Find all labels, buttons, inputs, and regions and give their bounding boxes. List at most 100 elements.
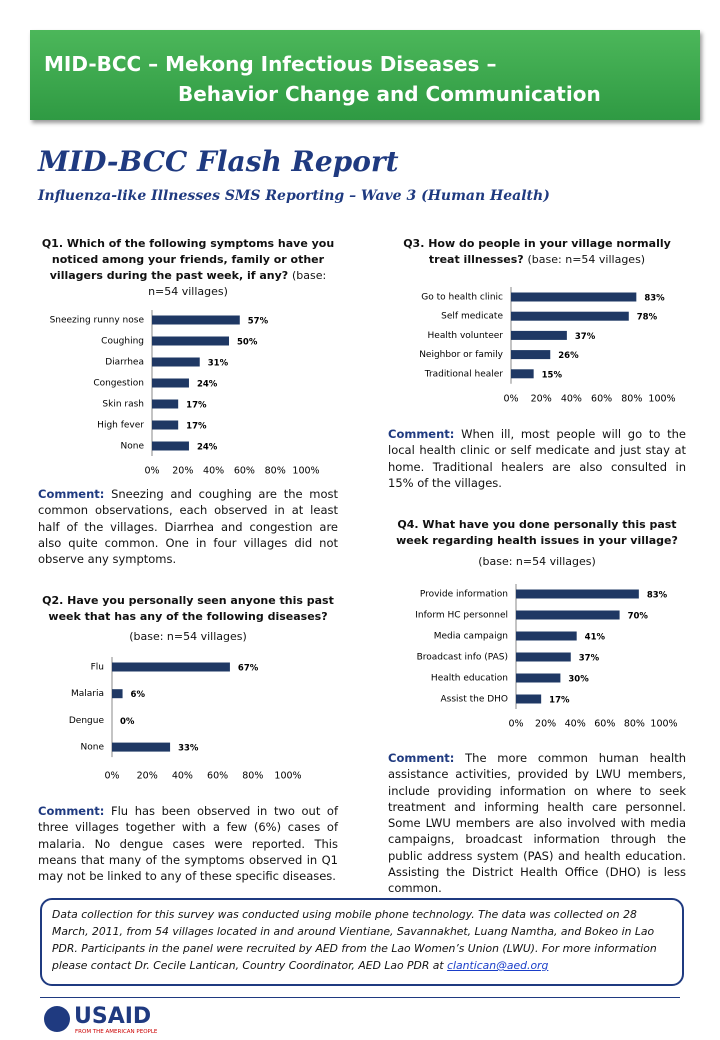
category-label: None (81, 743, 105, 753)
value-label: 83% (647, 591, 668, 601)
header-title: Behavior Change and Communication (178, 82, 601, 106)
comment-label: Comment: (388, 427, 455, 441)
email-link[interactable]: clantican@aed.org (447, 959, 549, 972)
category-label: Coughing (101, 337, 144, 347)
bar (152, 399, 179, 409)
x-tick-label: 80% (624, 719, 645, 730)
bar (152, 378, 189, 388)
header-title: MID-BCC – Mekong Infectious Diseases – (44, 52, 497, 76)
logo-name: USAID (74, 1004, 152, 1029)
x-tick-label: 40% (561, 394, 582, 405)
bar (511, 311, 629, 321)
value-label: 37% (579, 654, 600, 664)
comment-text: Flu has been observed in two out of thre… (38, 804, 339, 884)
category-label: Congestion (93, 379, 144, 389)
value-label: 70% (628, 612, 649, 622)
question-text: Q3. How do people in your village normal… (403, 237, 671, 266)
category-label: Broadcast info (PAS) (417, 653, 508, 663)
x-tick-label: 100% (274, 771, 301, 782)
bar (511, 292, 637, 302)
category-label: Neighbor or family (419, 350, 503, 360)
bar (511, 330, 567, 340)
x-tick-label: 60% (594, 719, 615, 730)
category-label: Health volunteer (428, 331, 504, 341)
question: Q4. What have you done personally this p… (388, 517, 686, 549)
question-text: Q2. Have you personally seen anyone this… (42, 594, 334, 623)
category-label: Traditional healer (424, 369, 504, 379)
value-label: 50% (237, 338, 258, 348)
comment-label: Comment: (38, 804, 105, 818)
comment: Comment: When ill, most people will go t… (388, 426, 686, 491)
question-text: Q1. Which of the following symptoms have… (41, 237, 335, 282)
x-tick-label: 0% (144, 466, 159, 477)
value-label: 17% (549, 696, 570, 706)
value-label: 17% (186, 401, 207, 411)
x-tick-label: 20% (535, 719, 556, 730)
question-base: (base: n=54 villages) (148, 269, 327, 298)
bar (112, 662, 230, 672)
category-label: Flu (91, 663, 104, 673)
bar (516, 631, 577, 641)
value-label: 24% (197, 443, 218, 453)
x-tick-label: 100% (292, 466, 319, 477)
comment-text: The more common human health assistance … (388, 751, 686, 896)
report-subtitle: Influenza-like Illnesses SMS Reporting –… (38, 188, 550, 204)
comment: Comment: The more common human health as… (388, 750, 686, 897)
comment-text: Sneezing and coughing are the most commo… (38, 487, 339, 567)
logo-seal (44, 1006, 70, 1032)
value-label: 41% (585, 633, 606, 643)
x-tick-label: 60% (234, 466, 255, 477)
x-tick-label: 20% (137, 771, 158, 782)
x-tick-label: 40% (172, 771, 193, 782)
x-tick-label: 60% (207, 771, 228, 782)
bar (152, 420, 179, 430)
bar (516, 652, 571, 662)
footer-note: Data collection for this survey was cond… (40, 898, 684, 986)
report-title: MID-BCC Flash Report (38, 145, 399, 178)
category-label: Health education (431, 674, 508, 684)
x-tick-label: 80% (621, 394, 642, 405)
category-label: Assist the DHO (440, 695, 508, 705)
bar (152, 357, 200, 367)
value-label: 17% (186, 422, 207, 432)
bar (511, 369, 534, 379)
category-label: Self medicate (441, 312, 503, 322)
x-tick-label: 40% (203, 466, 224, 477)
category-label: Media campaign (434, 632, 508, 642)
x-tick-label: 60% (591, 394, 612, 405)
category-label: Skin rash (102, 400, 144, 410)
question-base: (base: n=54 villages) (527, 253, 646, 266)
category-label: Diarrhea (105, 358, 144, 368)
x-tick-label: 40% (565, 719, 586, 730)
x-tick-label: 80% (242, 771, 263, 782)
question-text: Q4. What have you done personally this p… (396, 518, 678, 547)
category-label: None (121, 442, 145, 452)
value-label: 78% (637, 313, 658, 323)
value-label: 83% (644, 294, 665, 304)
x-tick-label: 20% (531, 394, 552, 405)
question-base: (base: n=54 villages) (129, 630, 247, 643)
question: Q2. Have you personally seen anyone this… (38, 593, 338, 625)
question: Q3. How do people in your village normal… (388, 236, 686, 268)
x-tick-label: 20% (172, 466, 193, 477)
value-label: 6% (131, 690, 146, 700)
bar (112, 742, 171, 752)
value-label: 24% (197, 380, 218, 390)
footer-text: Data collection for this survey was cond… (52, 908, 657, 972)
question-base: (base: n=54 villages) (478, 555, 596, 568)
value-label: 67% (238, 664, 259, 674)
header-banner: MID-BCC – Mekong Infectious Diseases – B… (30, 30, 700, 120)
value-label: 37% (575, 332, 596, 342)
bar (511, 350, 551, 360)
comment: Comment: Flu has been observed in two ou… (38, 803, 338, 884)
category-label: Go to health clinic (421, 293, 503, 303)
bar (516, 673, 561, 683)
x-tick-label: 100% (648, 394, 675, 405)
x-tick-label: 0% (104, 771, 119, 782)
value-label: 30% (568, 675, 589, 685)
category-label: Sneezing runny nose (50, 316, 145, 326)
question: Q1. Which of the following symptoms have… (38, 236, 338, 300)
category-label: Inform HC personnel (415, 611, 508, 621)
comment-label: Comment: (38, 487, 105, 501)
x-tick-label: 0% (503, 394, 518, 405)
